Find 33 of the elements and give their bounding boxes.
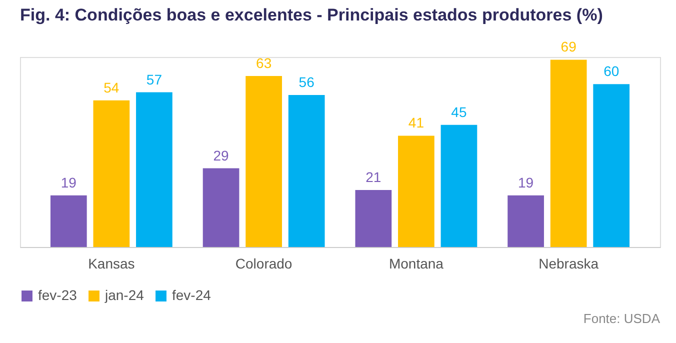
legend-label: fev-23 [38,287,78,303]
bar [440,124,478,247]
bar [93,100,130,247]
bar [398,136,434,247]
bar [202,168,240,247]
bar [550,60,587,247]
data-label: 29 [213,147,230,164]
source-note: Fonte: USDA [583,311,660,326]
data-label: 60 [604,63,620,80]
legend-label: jan-24 [104,287,144,303]
bar [508,195,544,247]
data-label: 56 [298,74,315,90]
data-label: 45 [451,104,467,120]
data-label: 69 [560,38,577,55]
data-label: 19 [60,174,77,190]
x-tick-label: Montana [388,256,444,272]
bar [355,190,392,247]
x-tick-label: Kansas [88,256,135,272]
bar [288,95,325,247]
chart-title: Fig. 4: Condições boas e excelentes - Principais estados produtores (%) [20,6,603,25]
bar [246,76,282,247]
data-label: 19 [518,174,534,190]
x-tick-label: Nebraska [538,256,599,272]
data-label: 54 [104,79,120,96]
bar [50,195,87,247]
legend-label: fev-24 [172,287,212,303]
bar [136,92,172,247]
data-label: 21 [366,169,382,185]
data-label: 41 [408,114,424,131]
bar [593,84,630,247]
data-label: 63 [256,55,272,71]
data-label: 57 [146,71,162,88]
x-tick-label: Colorado [235,256,292,272]
